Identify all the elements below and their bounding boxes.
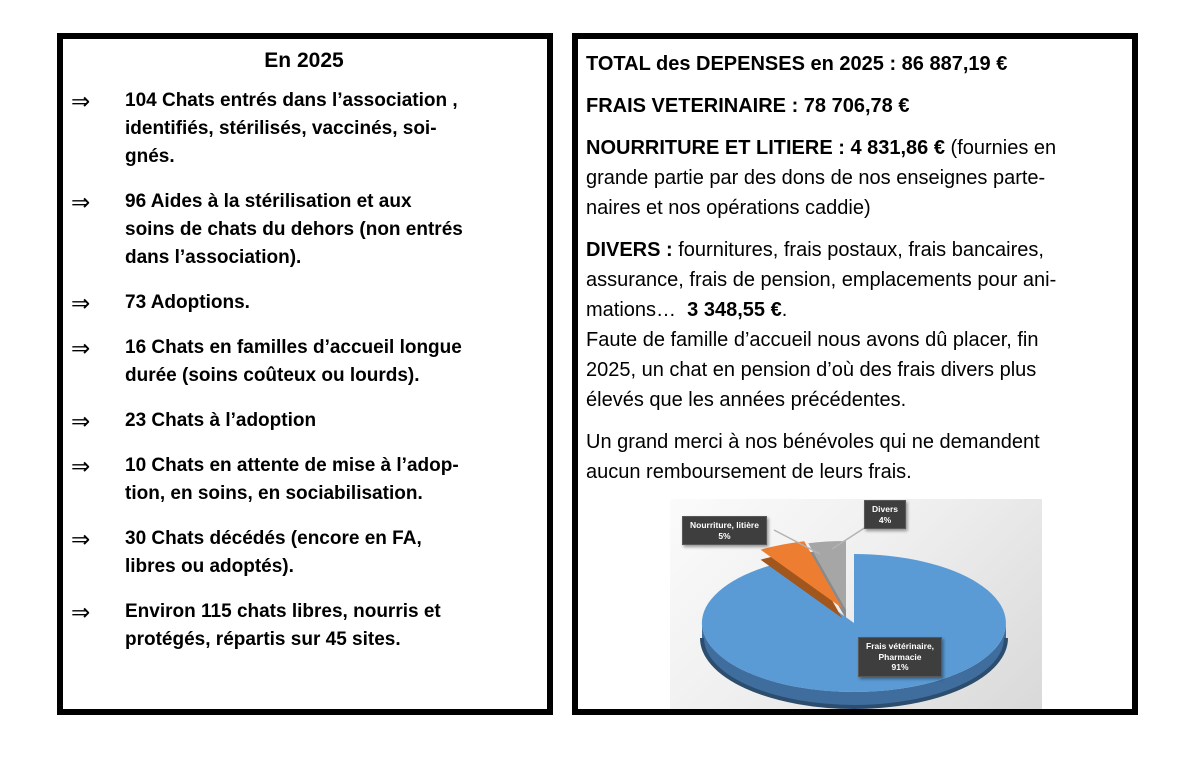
list-item-text: 30 Chats décédés (encore en FA, libres o… [125, 528, 422, 577]
divers-note-text: . Faute de famille d’accueil nous avons … [586, 299, 1039, 411]
paragraph-divers: DIVERS : fournitures, frais postaux, fra… [586, 235, 1124, 415]
nourriture-amount-text: NOURRITURE ET LITIERE : 4 831,86 € [586, 137, 945, 159]
nourriture-note-text: (fournies en grande partie par des dons … [586, 137, 1057, 219]
pie-slice-frais-veterinaire-side [702, 623, 1006, 707]
paragraph-remerciement: Un grand merci à nos bénévoles qui ne de… [586, 427, 1124, 487]
pie-slice-nourriture [760, 541, 842, 608]
arrow-bullet-icon: ⇒ [71, 290, 91, 316]
list-item-chats-libres: ⇒ Environ 115 chats libres, nourris et pr… [67, 598, 541, 654]
chart-callout-nourriture: Nourriture, litière 5% [682, 516, 767, 545]
list-item-chats-adoption: ⇒ 23 Chats à l’adoption [67, 407, 541, 435]
chart-callout-frais-veterinaire: Frais vétérinaire, Pharmacie 91% [858, 637, 943, 677]
list-item-text: 10 Chats en attente de mise à l’adop- ti… [125, 455, 459, 504]
frais-veterinaire-text: FRAIS VETERINAIRE : 78 706,78 € [586, 95, 910, 117]
panel-title: En 2025 [264, 49, 344, 72]
list-item-text: Environ 115 chats libres, nourris et pro… [125, 601, 441, 650]
list-item-familles-accueil: ⇒ 16 Chats en familles d’accueil longue d… [67, 334, 541, 390]
arrow-bullet-icon: ⇒ [71, 335, 91, 361]
pie-bottom-rim [700, 637, 1008, 709]
chart-callout-divers: Divers 4% [864, 500, 906, 529]
divers-amount-text: 3 348,55 € [687, 299, 782, 321]
list-item-chats-decedes: ⇒ 30 Chats décédés (encore en FA, libres … [67, 525, 541, 581]
arrow-bullet-icon: ⇒ [71, 526, 91, 552]
divers-label-text: DIVERS : [586, 239, 673, 261]
paragraph-nourriture-litiere: NOURRITURE ET LITIERE : 4 831,86 € (four… [586, 133, 1124, 223]
remerciement-text: Un grand merci à nos bénévoles qui ne de… [586, 431, 1040, 483]
arrow-bullet-icon: ⇒ [71, 88, 91, 114]
panel-bilan-2025: En 2025 ⇒ 104 Chats entrés dans l’associa… [57, 33, 553, 715]
arrow-bullet-icon: ⇒ [71, 408, 91, 434]
list-item-text: 16 Chats en familles d’accueil longue du… [125, 337, 462, 386]
list-item-aides-sterilisation: ⇒ 96 Aides à la stérilisation et aux soin… [67, 188, 541, 272]
pie-slice-frais-veterinaire [701, 554, 1006, 692]
arrow-bullet-icon: ⇒ [71, 453, 91, 479]
list-item-text: 73 Adoptions. [125, 292, 250, 313]
leader-line-divers [831, 524, 870, 550]
list-item-text: 23 Chats à l’adoption [125, 410, 317, 431]
list-item-text: 104 Chats entrés dans l’association , id… [125, 90, 458, 167]
divers-detail-text: fournitures, frais postaux, frais bancai… [586, 239, 1057, 321]
paragraph-frais-veterinaire: FRAIS VETERINAIRE : 78 706,78 € [586, 91, 1124, 121]
arrow-bullet-icon: ⇒ [71, 189, 91, 215]
arrow-bullet-icon: ⇒ [71, 599, 91, 625]
list-item-chats-entres: ⇒ 104 Chats entrés dans l’association , i… [67, 87, 541, 171]
pie-slice-nourriture-side [760, 551, 842, 618]
list-item-text: 96 Aides à la stérilisation et aux soins… [125, 191, 463, 268]
pie-chart: Nourriture, litière 5% Divers 4% Frais v… [670, 499, 1042, 709]
pie-slice-divers [808, 541, 846, 610]
list-item-adoptions: ⇒ 73 Adoptions. [67, 289, 541, 317]
paragraph-total-depenses: TOTAL des DEPENSES en 2025 : 86 887,19 € [586, 49, 1124, 79]
total-depenses-text: TOTAL des DEPENSES en 2025 : 86 887,19 € [586, 53, 1008, 75]
leader-line-nourriture [773, 529, 821, 555]
list-item-chats-attente: ⇒ 10 Chats en attente de mise à l’adop- t… [67, 452, 541, 508]
panel-depenses: TOTAL des DEPENSES en 2025 : 86 887,19 €… [572, 33, 1138, 715]
